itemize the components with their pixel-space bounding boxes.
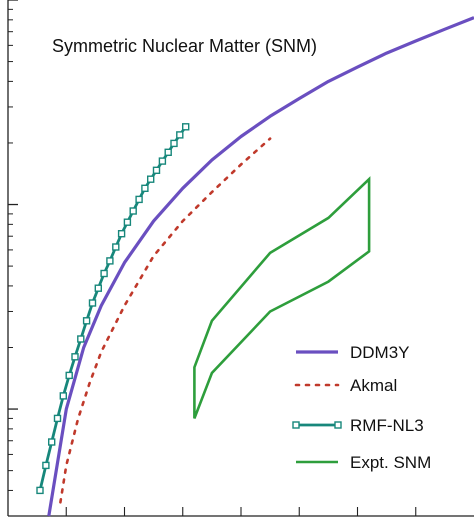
chart-title: Symmetric Nuclear Matter (SNM) (52, 36, 317, 56)
legend-label: Akmal (350, 376, 397, 395)
series-ddm3y (47, 16, 474, 517)
legend-item: RMF-NL3 (292, 416, 424, 435)
series-layer (36, 16, 474, 517)
rmf-nl3-point (152, 166, 161, 175)
rmf-nl3-point (164, 148, 172, 157)
series-akmal (59, 137, 272, 504)
rmf-nl3-point (141, 184, 149, 193)
rmf-nl3-point (71, 353, 79, 361)
rmf-nl3-point (42, 461, 50, 470)
series-expt-snm (193, 176, 371, 419)
legend-label: DDM3Y (350, 343, 410, 362)
rmf-nl3-point (181, 123, 190, 131)
rmf-nl3-point (88, 299, 97, 307)
rmf-nl3-point (65, 371, 73, 380)
rmf-nl3-point (117, 229, 126, 238)
rmf-nl3-point (158, 157, 167, 165)
rmf-nl3-point (59, 392, 67, 400)
rmf-nl3-point (170, 139, 178, 148)
rmf-nl3-point (112, 243, 120, 251)
rmf-nl3-point (106, 257, 114, 265)
rmf-nl3-point (48, 438, 56, 446)
rmf-nl3-point (77, 335, 85, 343)
plot-axes (7, 0, 474, 517)
rmf-nl3-point (82, 317, 91, 325)
rmf-nl3-point (176, 131, 184, 139)
legend-marker (334, 421, 342, 429)
legend-label: RMF-NL3 (350, 416, 424, 435)
rmf-nl3-point (129, 207, 137, 215)
legend-marker (292, 421, 300, 429)
rmf-nl3-point (94, 284, 103, 292)
rmf-nl3-point (146, 175, 155, 183)
legend-item: DDM3Y (296, 343, 410, 362)
rmf-nl3-point (36, 486, 44, 495)
rmf-nl3-point (53, 414, 62, 423)
rmf-nl3-point (100, 269, 108, 278)
legend-label: Expt. SNM (350, 453, 431, 472)
rmf-nl3-point (123, 218, 132, 226)
legend-item: Akmal (294, 376, 397, 395)
rmf-nl3-point (135, 195, 143, 204)
legend-item: Expt. SNM (296, 453, 431, 472)
legend: DDM3Y Akmal RMF-NL3 Expt. SNM (292, 343, 431, 472)
